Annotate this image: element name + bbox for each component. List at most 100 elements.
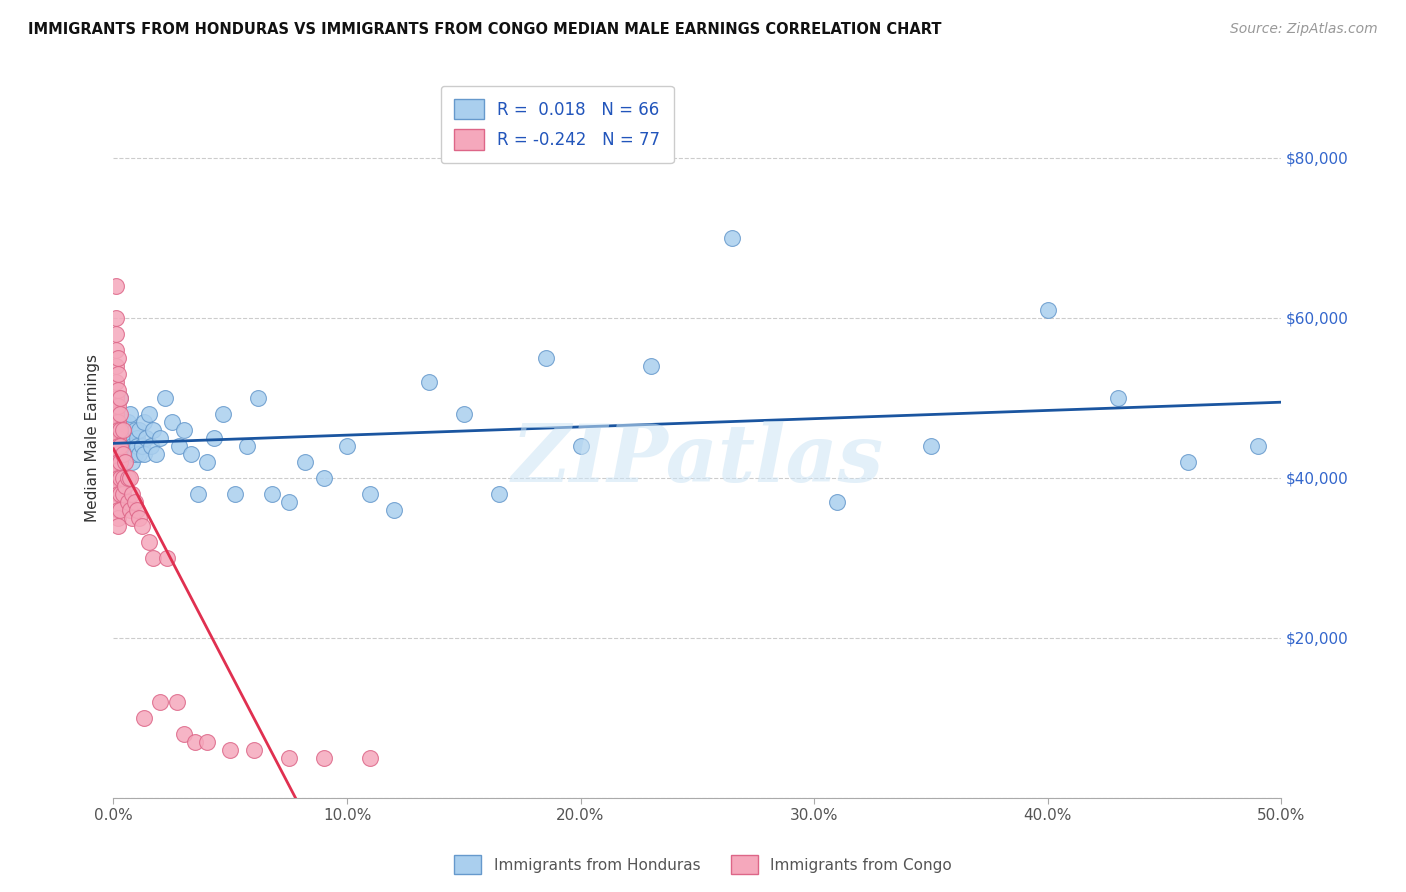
Point <box>107 479 129 493</box>
Point <box>138 407 160 421</box>
Point <box>121 511 143 525</box>
Point <box>104 455 127 469</box>
Point <box>312 471 335 485</box>
Point <box>107 495 129 509</box>
Point <box>110 455 132 469</box>
Point <box>110 487 132 501</box>
Point <box>104 447 127 461</box>
Point <box>107 503 129 517</box>
Point <box>107 447 129 461</box>
Legend: Immigrants from Honduras, Immigrants from Congo: Immigrants from Honduras, Immigrants fro… <box>447 849 959 880</box>
Point <box>569 439 592 453</box>
Point <box>107 471 129 485</box>
Point <box>187 487 209 501</box>
Point <box>131 518 153 533</box>
Point <box>104 310 127 325</box>
Point <box>336 439 359 453</box>
Point <box>111 455 134 469</box>
Point <box>235 439 257 453</box>
Point <box>1247 439 1270 453</box>
Point <box>124 447 146 461</box>
Point <box>202 431 225 445</box>
Point <box>118 407 141 421</box>
Point <box>110 503 132 517</box>
Point <box>184 735 207 749</box>
Point <box>149 431 172 445</box>
Point <box>107 439 129 453</box>
Point <box>128 447 150 461</box>
Point <box>104 359 127 373</box>
Point <box>277 495 299 509</box>
Point <box>118 431 141 445</box>
Point <box>160 415 183 429</box>
Point <box>107 518 129 533</box>
Y-axis label: Median Male Earnings: Median Male Earnings <box>86 354 100 522</box>
Point <box>262 487 284 501</box>
Point <box>104 455 127 469</box>
Point <box>488 487 510 501</box>
Point <box>114 431 136 445</box>
Point <box>104 391 127 405</box>
Point <box>132 415 155 429</box>
Point <box>104 423 127 437</box>
Point <box>128 511 150 525</box>
Point <box>247 391 270 405</box>
Point <box>359 487 381 501</box>
Point <box>145 447 167 461</box>
Point <box>132 711 155 725</box>
Point <box>107 415 129 429</box>
Point <box>111 471 134 485</box>
Point <box>142 550 165 565</box>
Point <box>104 415 127 429</box>
Point <box>125 503 148 517</box>
Point <box>110 407 132 421</box>
Point <box>107 431 129 445</box>
Point <box>131 439 153 453</box>
Point <box>110 391 132 405</box>
Legend: R =  0.018   N = 66, R = -0.242   N = 77: R = 0.018 N = 66, R = -0.242 N = 77 <box>440 86 673 163</box>
Point <box>104 399 127 413</box>
Point <box>173 423 195 437</box>
Point <box>195 455 218 469</box>
Point <box>104 463 127 477</box>
Text: Source: ZipAtlas.com: Source: ZipAtlas.com <box>1230 22 1378 37</box>
Point <box>110 439 132 453</box>
Point <box>1107 391 1129 405</box>
Point <box>173 727 195 741</box>
Point <box>118 471 141 485</box>
Point <box>294 455 316 469</box>
Point <box>107 511 129 525</box>
Point <box>1036 302 1059 317</box>
Point <box>111 415 134 429</box>
Point <box>359 751 381 765</box>
Point <box>117 471 139 485</box>
Point <box>104 439 127 453</box>
Point <box>104 423 127 437</box>
Point <box>118 447 141 461</box>
Point <box>166 695 188 709</box>
Point <box>156 550 179 565</box>
Point <box>180 447 202 461</box>
Point <box>640 359 662 373</box>
Point <box>124 495 146 509</box>
Point <box>111 447 134 461</box>
Point <box>827 495 849 509</box>
Point <box>104 375 127 389</box>
Point <box>111 487 134 501</box>
Point <box>114 479 136 493</box>
Point <box>104 471 127 485</box>
Point <box>453 407 475 421</box>
Point <box>212 407 235 421</box>
Point <box>167 439 190 453</box>
Point <box>107 407 129 421</box>
Point <box>195 735 218 749</box>
Point <box>124 423 146 437</box>
Point <box>138 534 160 549</box>
Point <box>534 351 557 365</box>
Point <box>128 423 150 437</box>
Point <box>224 487 246 501</box>
Text: IMMIGRANTS FROM HONDURAS VS IMMIGRANTS FROM CONGO MEDIAN MALE EARNINGS CORRELATI: IMMIGRANTS FROM HONDURAS VS IMMIGRANTS F… <box>28 22 942 37</box>
Point <box>107 487 129 501</box>
Point <box>219 743 242 757</box>
Point <box>111 423 134 437</box>
